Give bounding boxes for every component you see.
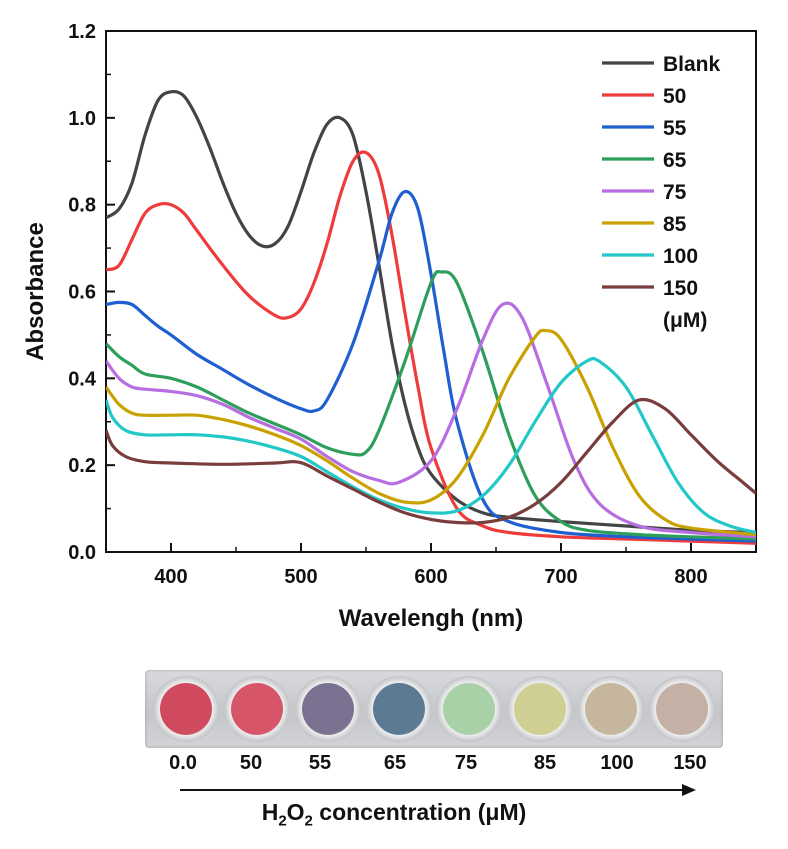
axes: 400 500 600 700 800 0.0 0.2 0.4 0.6 0.8 1.0 1.2 Wave… <box>22 21 757 632</box>
well-solution <box>655 683 708 735</box>
well-solution <box>301 683 354 735</box>
well-solution <box>372 683 425 735</box>
well <box>153 676 220 742</box>
concentration-label: 150 <box>673 752 707 774</box>
series-line-85 <box>106 328 756 537</box>
y-tick-label: 0.6 <box>68 282 96 304</box>
series-line-Blank <box>106 89 756 535</box>
concentration-label: 50 <box>239 752 263 774</box>
x-tick-label: 700 <box>544 566 577 588</box>
concentration-label: 0.0 <box>169 752 197 774</box>
legend-unit: (μM) <box>663 309 707 332</box>
concentration-label: 85 <box>533 752 557 774</box>
x-tick-label: 800 <box>674 566 707 588</box>
concentration-axis-caption: H2O2 concentration (μM) <box>261 799 527 830</box>
x-axis-title: Wavelengh (nm) <box>339 605 523 632</box>
legend: Blank 50 55 65 75 85 100 150 (μM) <box>602 53 721 332</box>
y-tick-label: 1.2 <box>68 21 96 43</box>
series-line-150 <box>106 397 756 525</box>
legend-label-55: 55 <box>663 117 687 140</box>
x-tick-label: 400 <box>154 566 187 588</box>
concentration-arrow <box>180 784 696 796</box>
series-line-55 <box>106 189 756 543</box>
x-tick-label: 600 <box>414 566 447 588</box>
well <box>577 676 644 742</box>
legend-label-150: 150 <box>663 277 698 300</box>
y-tick-label: 0.0 <box>68 542 96 564</box>
concentration-label: 75 <box>454 752 478 774</box>
concentration-label: 100 <box>600 752 634 774</box>
well-plate-photo <box>145 670 723 748</box>
well <box>648 676 715 742</box>
well <box>436 676 503 742</box>
series-line-65 <box>106 269 756 541</box>
legend-label-Blank: Blank <box>663 53 721 76</box>
well-solution <box>160 683 213 735</box>
well-solution <box>514 683 567 735</box>
spectra-lines <box>106 89 756 545</box>
concentration-label: 65 <box>383 752 407 774</box>
y-tick-label: 0.2 <box>68 455 96 477</box>
concentration-label: 55 <box>308 752 332 774</box>
series-line-75 <box>106 301 756 539</box>
y-axis-title: Absorbance <box>22 222 49 361</box>
well <box>507 676 574 742</box>
y-tick-label: 0.8 <box>68 195 96 217</box>
well-solution <box>231 683 284 735</box>
well <box>294 676 361 742</box>
y-tick-label: 1.0 <box>68 108 96 130</box>
legend-label-75: 75 <box>663 181 687 204</box>
well-solution <box>584 683 637 735</box>
legend-label-50: 50 <box>663 85 686 108</box>
well <box>224 676 291 742</box>
y-tick-label: 0.4 <box>68 368 97 390</box>
x-tick-label: 500 <box>284 566 317 588</box>
well <box>365 676 432 742</box>
well-solution <box>443 683 496 735</box>
series-line-50 <box>106 150 756 545</box>
legend-label-100: 100 <box>663 245 698 268</box>
legend-label-65: 65 <box>663 149 687 172</box>
series-line-100 <box>106 356 756 535</box>
absorbance-chart: 400 500 600 700 800 0.0 0.2 0.4 0.6 0.8 1.0 1.2 Wave… <box>22 21 757 632</box>
legend-label-85: 85 <box>663 213 687 236</box>
